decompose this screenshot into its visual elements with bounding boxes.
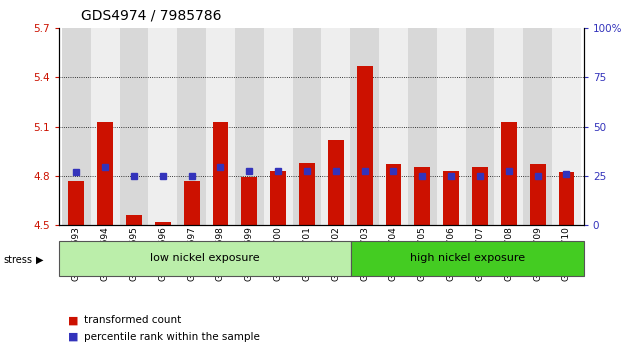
Text: low nickel exposure: low nickel exposure (150, 253, 260, 263)
Bar (59, 241, 350, 276)
Text: ▶: ▶ (36, 255, 43, 265)
Text: ■: ■ (68, 332, 79, 342)
Bar (270, 171, 286, 225)
Bar (414, 167, 430, 225)
Bar (91, 28, 119, 225)
Bar (292, 28, 322, 225)
Bar (328, 140, 343, 225)
Bar (184, 181, 199, 225)
Bar (530, 164, 545, 225)
Bar (408, 28, 437, 225)
Bar (437, 28, 466, 225)
Bar (523, 28, 552, 225)
Text: transformed count: transformed count (84, 315, 181, 325)
Text: GDS4974 / 7985786: GDS4974 / 7985786 (81, 9, 221, 23)
Bar (148, 28, 177, 225)
Bar (552, 28, 581, 225)
Text: high nickel exposure: high nickel exposure (410, 253, 525, 263)
Bar (177, 28, 206, 225)
Bar (299, 162, 315, 225)
Bar (322, 28, 350, 225)
Bar (356, 66, 373, 225)
Bar (443, 171, 459, 225)
Bar (350, 28, 379, 225)
Bar (379, 28, 408, 225)
Bar (501, 122, 517, 225)
Bar (155, 222, 171, 225)
Bar (97, 122, 113, 225)
Bar (235, 28, 264, 225)
Bar (206, 28, 235, 225)
Bar (212, 122, 229, 225)
Bar (350, 241, 584, 276)
Bar (386, 164, 401, 225)
Bar (494, 28, 523, 225)
Bar (558, 172, 574, 225)
Text: percentile rank within the sample: percentile rank within the sample (84, 332, 260, 342)
Bar (472, 167, 488, 225)
Bar (62, 28, 91, 225)
Bar (126, 215, 142, 225)
Bar (68, 181, 84, 225)
Text: ■: ■ (68, 315, 79, 325)
Bar (242, 177, 257, 225)
Bar (264, 28, 292, 225)
Bar (466, 28, 494, 225)
Text: stress: stress (3, 255, 32, 265)
Bar (119, 28, 148, 225)
